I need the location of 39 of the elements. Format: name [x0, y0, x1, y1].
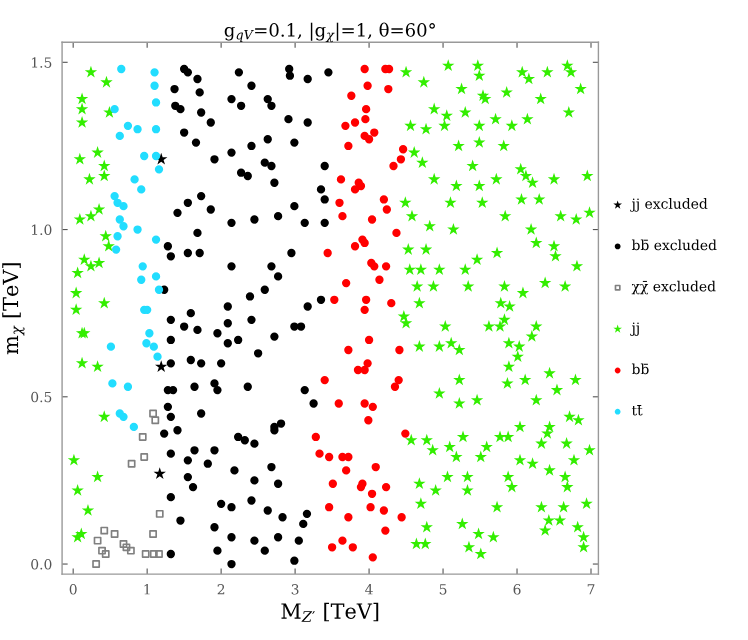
point — [153, 352, 162, 361]
point — [151, 235, 161, 244]
point — [151, 272, 161, 281]
chart-title: g$_{qV}$=0.1, |g$_{χ}$|=1, θ=60° — [224, 22, 435, 43]
point — [145, 329, 154, 338]
point — [153, 467, 166, 479]
point — [115, 131, 124, 141]
point — [123, 121, 133, 131]
point — [133, 225, 142, 234]
point — [119, 201, 128, 211]
point — [154, 285, 164, 294]
point — [151, 125, 161, 134]
y-axis-title: m$_{χ}$ [TeV] — [2, 263, 25, 355]
point — [110, 191, 119, 201]
point — [130, 175, 139, 184]
point — [111, 245, 121, 254]
point — [151, 151, 161, 161]
x-axis-title: M$_{Z′}$ [TeV] — [281, 602, 379, 622]
point — [133, 125, 142, 134]
point — [150, 68, 159, 77]
point — [137, 185, 146, 194]
point — [149, 342, 158, 351]
point — [150, 81, 159, 90]
point — [119, 222, 128, 231]
point — [137, 275, 146, 284]
point — [138, 262, 147, 271]
point — [140, 151, 149, 161]
point — [110, 104, 119, 114]
point — [106, 342, 116, 351]
point — [151, 98, 161, 107]
point — [155, 360, 168, 372]
point — [142, 339, 151, 348]
point — [113, 232, 122, 241]
point — [154, 165, 164, 174]
point — [115, 215, 124, 224]
point — [117, 64, 126, 74]
point — [123, 382, 133, 391]
point — [108, 379, 117, 388]
point — [129, 422, 139, 432]
